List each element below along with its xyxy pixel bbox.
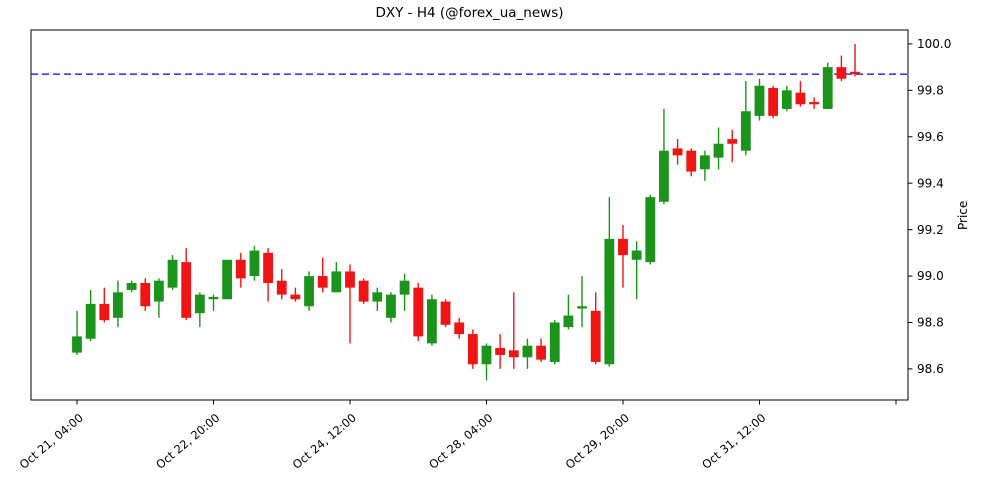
candle-body-down (140, 283, 151, 307)
candle-body-down (358, 280, 369, 302)
candle-body-up (208, 296, 219, 300)
candle-body-down (836, 67, 847, 79)
candle-body-down (440, 301, 451, 325)
y-tick-label: 99.4 (917, 176, 944, 190)
candle-body-up (222, 259, 233, 300)
y-tick-label: 99.8 (917, 84, 944, 98)
y-tick-label: 100.0 (917, 37, 951, 51)
candle-body-down (413, 287, 424, 337)
chart-title: DXY - H4 (@forex_ua_news) (375, 5, 564, 21)
candle-body-down (672, 148, 683, 156)
candle-body-up (167, 259, 178, 288)
candle-body-up (754, 85, 765, 116)
candle-body-up (631, 250, 642, 260)
candle-body-down (99, 303, 110, 321)
candle-body-down (290, 294, 301, 300)
candle-body-down (454, 322, 465, 335)
y-axis-label: Price (956, 200, 970, 230)
candle-body-down (263, 252, 274, 284)
candle-body-up (113, 292, 123, 318)
y-tick-label: 99.2 (917, 223, 944, 237)
candle-body-up (740, 111, 751, 151)
candle-body-down (317, 276, 328, 288)
candle-body-down (467, 334, 478, 365)
candle-body-up (713, 143, 724, 158)
candle-body-up (426, 299, 437, 344)
y-tick-label: 99.0 (917, 269, 944, 283)
candle-body-down (536, 345, 547, 360)
x-tick-label: Oct 22, 20:00 (153, 411, 222, 472)
x-tick-label: Oct 24, 12:00 (290, 411, 359, 472)
candle-body-up (126, 283, 137, 290)
candle-body-up (481, 345, 492, 365)
y-tick-label: 99.6 (917, 130, 944, 144)
candle-body-up (522, 345, 533, 358)
plot-border (30, 29, 909, 401)
candle-body-down (345, 271, 355, 288)
candle-body-up (304, 276, 314, 307)
y-tick-label: 98.6 (917, 362, 944, 376)
candle-body-down (495, 348, 506, 355)
x-tick-label: Oct 31, 12:00 (699, 411, 768, 472)
candle-body-down (618, 238, 628, 256)
candle-body-up (331, 271, 342, 293)
candle-body-up (659, 150, 669, 202)
candle-body-up (249, 250, 260, 277)
candle-body-up (194, 294, 205, 314)
candle-body-down (727, 139, 738, 144)
candle-body-down (795, 92, 806, 105)
candle-body-up (604, 238, 615, 365)
candle-body-up (399, 280, 410, 295)
candle-body-down (590, 310, 601, 362)
candle-body-up (563, 315, 574, 328)
y-tick-label: 98.8 (917, 316, 944, 330)
candle-body-up (577, 306, 587, 309)
candle-body-up (372, 292, 383, 302)
candle-body-up (153, 280, 164, 302)
candle-body-up (645, 197, 656, 263)
candle-body-down (276, 280, 287, 295)
x-tick-label: Oct 29, 20:00 (563, 411, 632, 472)
candle-body-up (549, 322, 560, 362)
candle-body-down (809, 101, 820, 105)
candle-body-down (181, 262, 192, 318)
x-tick-label: Oct 28, 04:00 (426, 411, 495, 472)
candle-body-up (72, 336, 82, 353)
candle-body-down (768, 88, 779, 116)
candle-body-down (850, 71, 860, 75)
candle-body-up (822, 67, 833, 109)
x-tick-label: Oct 21, 04:00 (17, 411, 86, 472)
candle-body-up (699, 155, 710, 170)
candle-body-down (686, 150, 697, 172)
candle-body-up (781, 90, 792, 109)
candle-body-up (386, 294, 396, 318)
candle-body-up (85, 303, 96, 339)
candle-body-down (235, 259, 246, 279)
candle-body-down (508, 350, 519, 358)
